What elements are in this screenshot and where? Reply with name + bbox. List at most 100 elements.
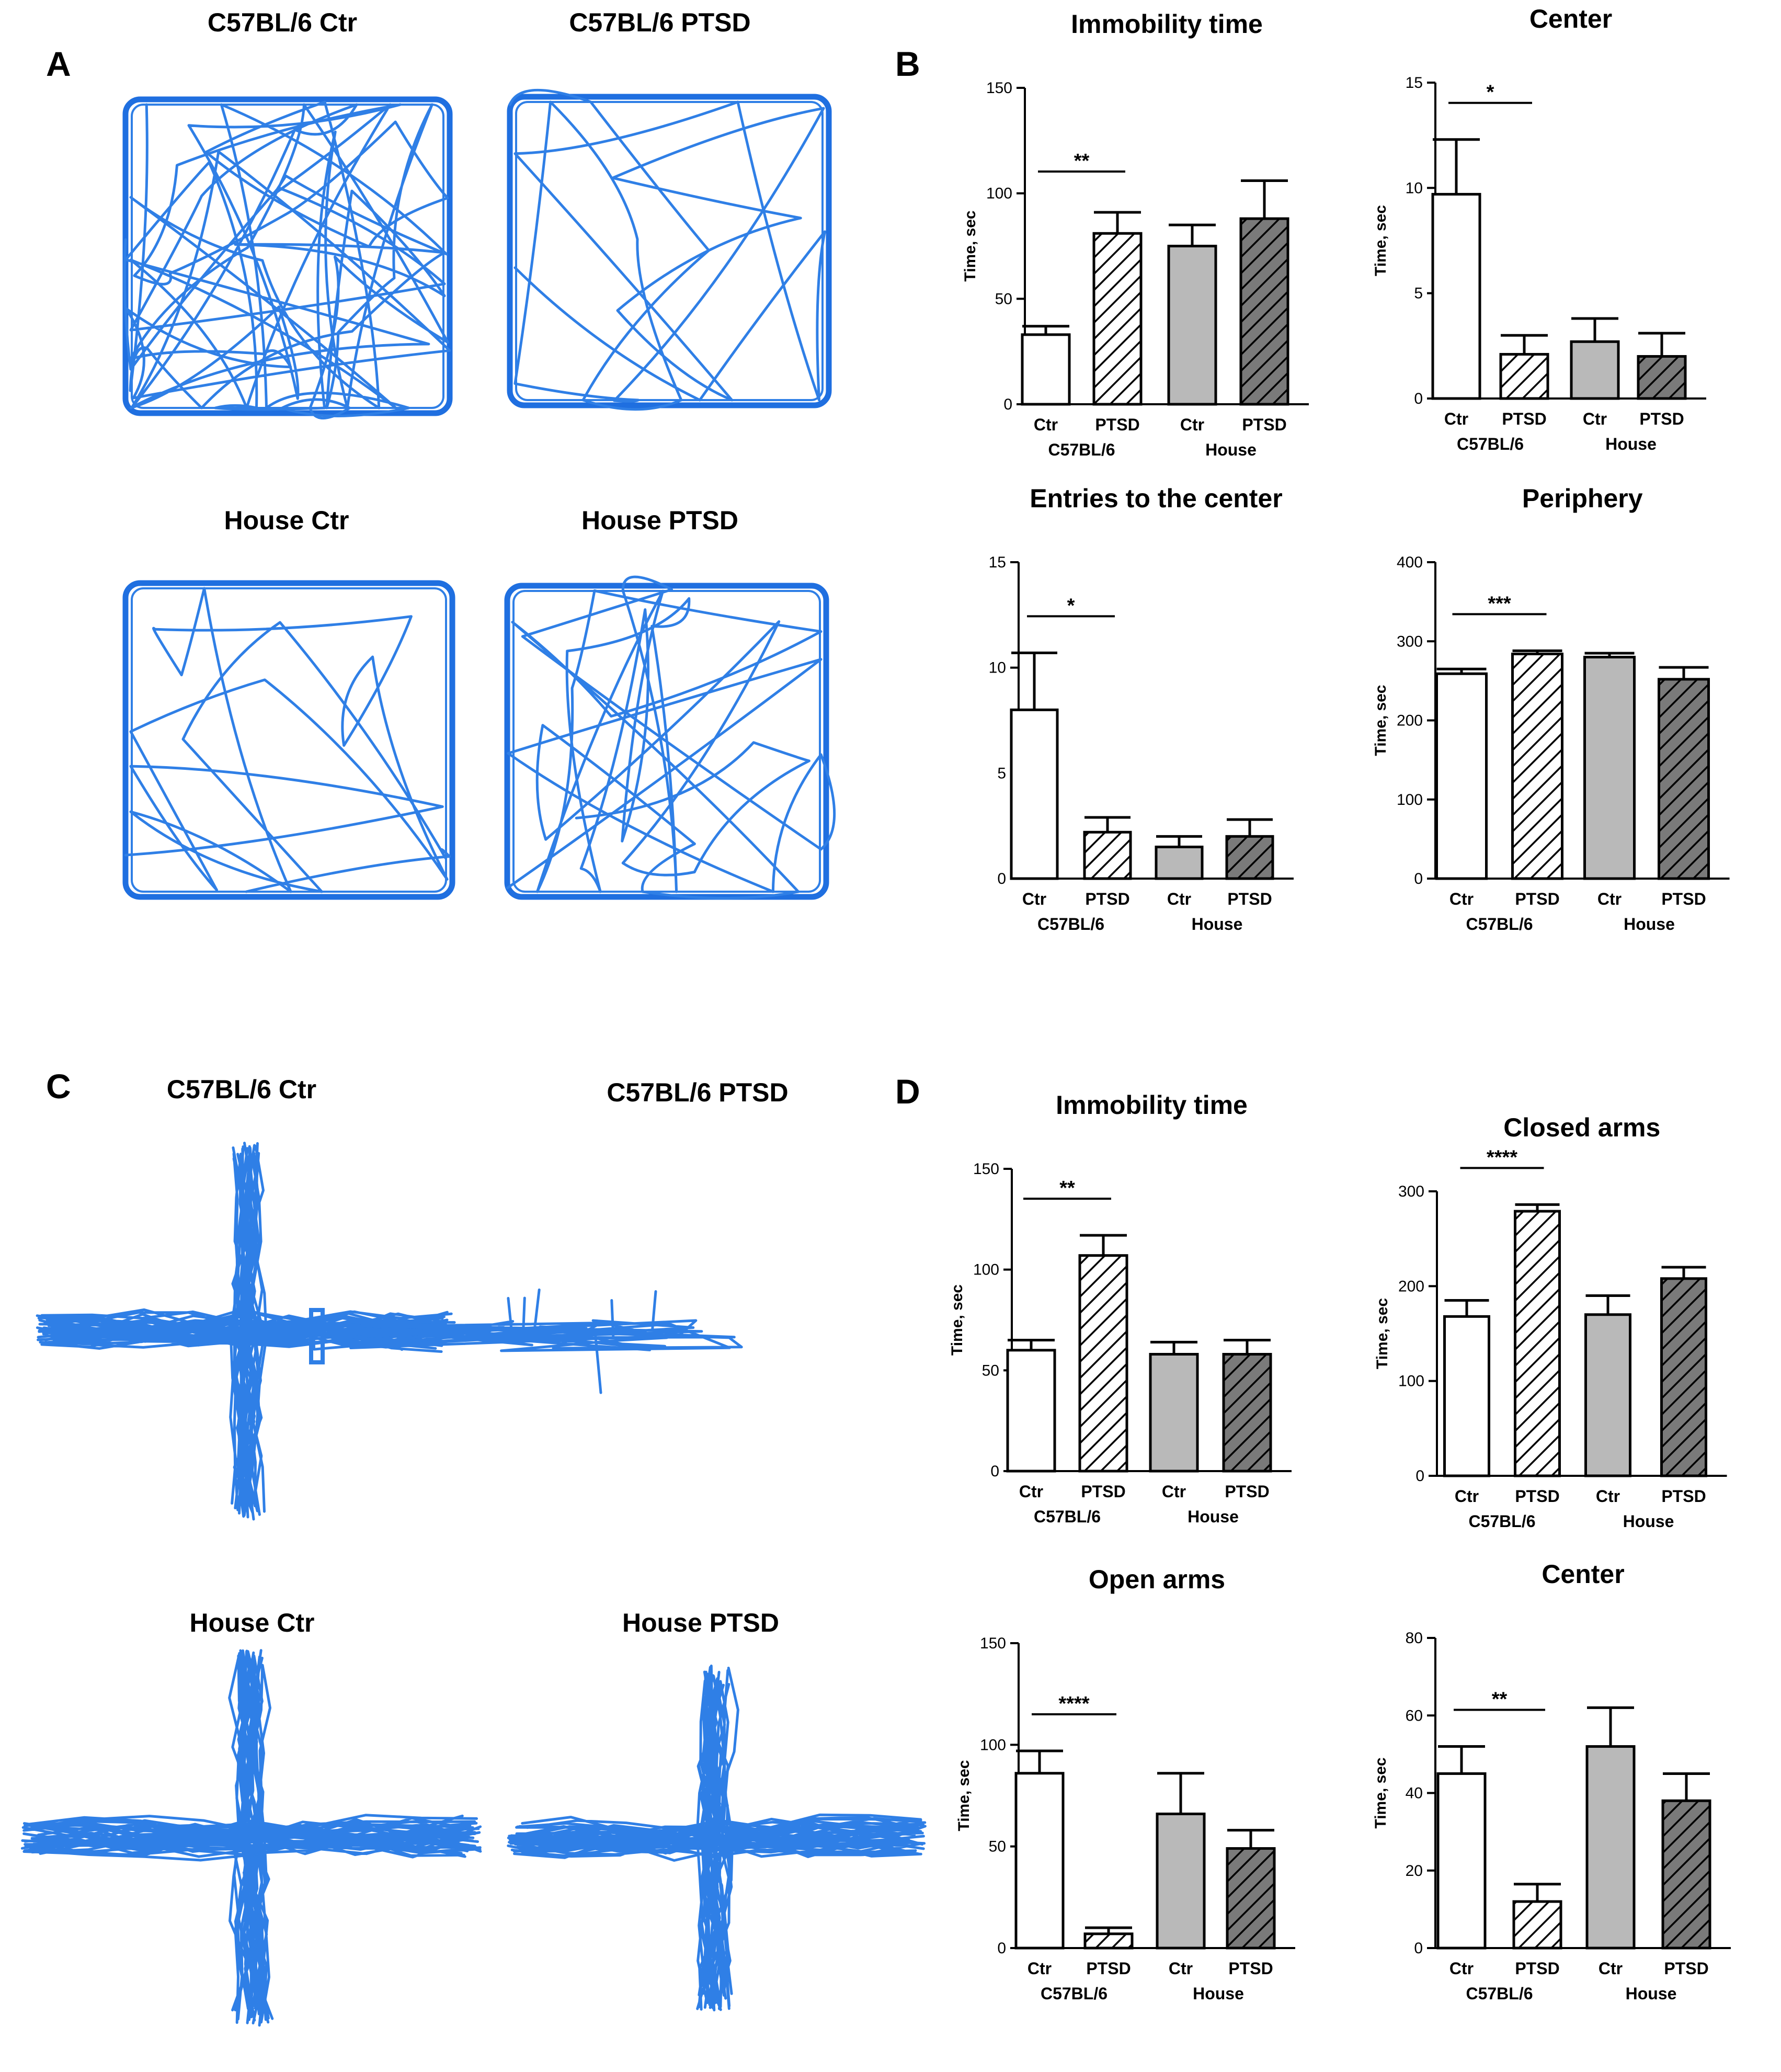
group-label: C57BL/6 — [1034, 1507, 1101, 1526]
bar — [1021, 333, 1071, 406]
chart-b-periphery: Periphery 0 100 200 300 400 Time, sec Ctr PTSD Ct… — [1372, 484, 1730, 933]
bar — [1585, 1745, 1636, 1950]
category-label: PTSD — [1085, 890, 1129, 908]
y-tick-label: 60 — [1406, 1707, 1423, 1724]
group-label: House — [1205, 440, 1257, 459]
category-label: PTSD — [1502, 409, 1546, 428]
track-title-c1: C57BL/6 Ctr — [167, 1075, 316, 1104]
group-label: C57BL/6 — [1466, 915, 1533, 933]
arena-wall-inner — [515, 101, 824, 401]
category-label: PTSD — [1227, 890, 1272, 908]
track-maze-house-ctr — [20, 1649, 482, 2027]
bar — [1570, 340, 1620, 400]
chart-title: Periphery — [1522, 484, 1643, 513]
category-label: Ctr — [1597, 890, 1622, 908]
category-label: PTSD — [1664, 1959, 1708, 1978]
panel-letter-d: D — [895, 1072, 920, 1111]
category-label: PTSD — [1081, 1482, 1125, 1501]
bar — [1584, 1313, 1631, 1477]
category-label: Ctr — [1167, 890, 1191, 908]
significance-label: **** — [1487, 1146, 1517, 1168]
significance-label: * — [1067, 595, 1075, 617]
bar — [1006, 1349, 1056, 1473]
group-label: House — [1624, 915, 1675, 933]
significance-label: * — [1487, 82, 1494, 104]
group-label: C57BL/6 — [1468, 1512, 1535, 1531]
y-tick-label: 0 — [1414, 870, 1423, 887]
group-label: House — [1193, 1984, 1244, 2003]
group-label: C57BL/6 — [1048, 440, 1115, 459]
y-tick-label: 0 — [997, 1940, 1006, 1957]
bar — [1167, 245, 1217, 406]
category-label: PTSD — [1242, 415, 1286, 434]
bar — [1083, 1932, 1134, 1950]
movement-path — [508, 88, 826, 411]
y-axis-label: Time, sec — [1372, 1757, 1389, 1828]
track-open-field-house-ctr — [122, 580, 455, 900]
bar — [1431, 192, 1481, 400]
group-label: C57BL/6 — [1041, 1984, 1108, 2003]
category-label: PTSD — [1661, 1487, 1706, 1506]
bar — [1637, 355, 1687, 400]
y-tick-label: 0 — [1003, 396, 1012, 413]
chart-title: Center — [1529, 4, 1612, 33]
y-tick-label: 0 — [990, 1463, 999, 1480]
category-label: PTSD — [1515, 1487, 1559, 1506]
bar — [1436, 1772, 1487, 1950]
y-axis-label: Time, sec — [949, 1284, 966, 1356]
category-label: PTSD — [1225, 1482, 1269, 1501]
chart-title: Immobility time — [1056, 1090, 1248, 1120]
y-tick-label: 5 — [1414, 285, 1423, 302]
chart-title: Immobility time — [1071, 9, 1263, 39]
category-label: Ctr — [1599, 1959, 1623, 1978]
y-tick-label: 0 — [1414, 1940, 1423, 1957]
y-tick-label: 0 — [1415, 1467, 1424, 1485]
category-label: Ctr — [1449, 890, 1474, 908]
chart-title: Entries to the center — [1030, 484, 1282, 513]
movement-path — [124, 587, 451, 893]
significance-label: *** — [1488, 593, 1511, 614]
track-open-field-c57-ctr — [122, 96, 453, 419]
bar — [1660, 1277, 1707, 1477]
bar — [1156, 1812, 1206, 1950]
y-tick-label: 50 — [995, 290, 1012, 308]
movement-path — [507, 1664, 927, 2012]
bar — [1222, 1353, 1272, 1473]
movement-path — [506, 575, 836, 900]
bar — [1083, 830, 1132, 880]
category-label: Ctr — [1596, 1487, 1620, 1506]
chart-d-center: Center 0 20 40 60 80 Time, sec Ctr PTSD Ctr PTSD C5… — [1372, 1559, 1731, 2003]
category-label: Ctr — [1444, 409, 1468, 428]
bar — [1010, 708, 1059, 880]
bar — [1583, 656, 1636, 880]
group-label: House — [1605, 435, 1657, 453]
movement-path — [20, 1649, 482, 2027]
y-tick-label: 0 — [997, 870, 1006, 887]
bar — [1239, 217, 1289, 406]
y-tick-label: 80 — [1406, 1630, 1423, 1647]
significance-label: **** — [1058, 1693, 1089, 1715]
category-label: Ctr — [1028, 1959, 1052, 1978]
y-tick-label: 15 — [989, 554, 1006, 571]
track-title-a3: House Ctr — [224, 506, 349, 535]
y-axis-label: Time, sec — [1374, 1298, 1391, 1369]
track-title-c3: House Ctr — [190, 1608, 315, 1637]
y-tick-label: 100 — [973, 1261, 999, 1279]
y-tick-label: 10 — [989, 659, 1006, 677]
bar — [1512, 1900, 1562, 1950]
category-label: PTSD — [1086, 1959, 1131, 1978]
chart-title: Closed arms — [1503, 1113, 1660, 1142]
category-label: Ctr — [1449, 1959, 1474, 1978]
category-label: Ctr — [1169, 1959, 1193, 1978]
track-title-a4: House PTSD — [581, 506, 738, 535]
bar — [1661, 1799, 1711, 1950]
arena-wall — [122, 580, 455, 900]
y-tick-label: 100 — [1397, 791, 1423, 809]
y-tick-label: 150 — [986, 79, 1012, 97]
y-tick-label: 400 — [1397, 554, 1423, 571]
y-tick-label: 200 — [1397, 712, 1423, 730]
track-maze-c57-ctr — [36, 1142, 456, 1521]
track-maze-c57-ptsd — [309, 1288, 743, 1394]
significance-label: ** — [1492, 1689, 1508, 1711]
